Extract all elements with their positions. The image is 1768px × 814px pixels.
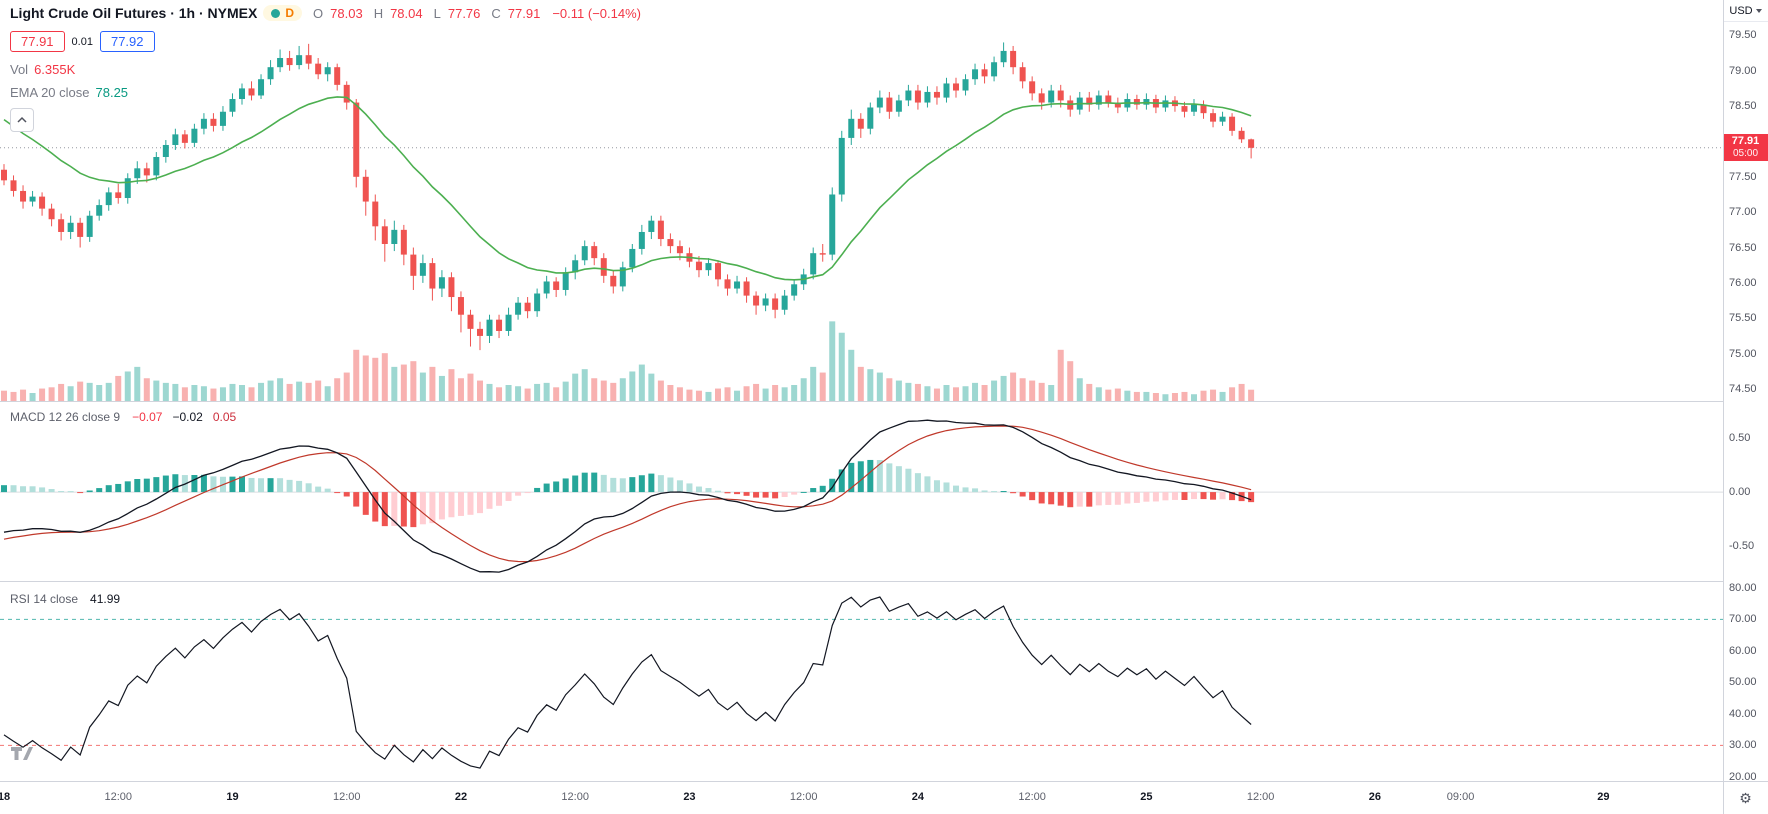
- ema-legend[interactable]: EMA 20 close 78.25: [10, 85, 128, 100]
- time-tick-label: 12:00: [104, 791, 132, 803]
- main-price-pane[interactable]: [0, 0, 1723, 401]
- symbol-title[interactable]: Light Crude Oil Futures · 1h · NYMEX: [10, 5, 258, 21]
- time-tick-label: 22: [454, 791, 468, 803]
- high-label: H: [373, 5, 384, 21]
- time-tick-label: 29: [1597, 791, 1610, 803]
- axis-tick-label: 0.00: [1729, 486, 1751, 499]
- pane-separator[interactable]: [0, 581, 1768, 582]
- bid-ask-row: 77.91 0.01 77.92: [10, 31, 155, 52]
- time-tick-label: 12:00: [789, 791, 818, 803]
- axis-tick-label: 74.50: [1729, 382, 1757, 395]
- delayed-letter: D: [285, 6, 295, 20]
- axis-tick-label: 50.00: [1729, 676, 1757, 689]
- last-price-badge: 77.91 05:00: [1723, 133, 1768, 161]
- tradingview-logo-icon: [11, 747, 33, 760]
- time-tick-label: 19: [226, 791, 239, 803]
- chart-settings-button[interactable]: ⚙: [1723, 782, 1768, 814]
- legend-collapse-button[interactable]: [10, 108, 34, 132]
- axis-tick-label: 75.50: [1729, 312, 1757, 325]
- rsi-label: RSI 14 close: [10, 592, 79, 606]
- axis-separator: [1723, 0, 1724, 814]
- time-tick-label: 24: [911, 791, 925, 803]
- time-tick-label: 25: [1140, 791, 1153, 803]
- sell-price-button[interactable]: 77.91: [10, 31, 65, 52]
- gear-icon: ⚙: [1739, 790, 1752, 806]
- high-value: 78.04: [390, 5, 423, 21]
- volume-value: 6.355K: [34, 62, 76, 77]
- macd-signal-value: 0.05: [212, 410, 237, 424]
- axis-tick-label: 79.00: [1729, 64, 1757, 77]
- time-axis[interactable]: ⚙ 18 12:00 19 12:00 22 12:00 23 12:00 24 12:00 25 1…: [0, 781, 1768, 814]
- macd-hist-value: −0.07: [132, 410, 163, 424]
- delayed-data-badge[interactable]: D: [263, 5, 303, 21]
- rsi-pane[interactable]: [0, 581, 1723, 781]
- open-label: O: [313, 5, 324, 21]
- low-value: 77.76: [447, 5, 481, 21]
- axis-tick-label: 78.50: [1729, 100, 1757, 113]
- axis-tick-label: 40.00: [1729, 707, 1757, 720]
- low-label: L: [433, 5, 441, 21]
- buy-price-button[interactable]: 77.92: [99, 31, 155, 52]
- time-tick-label: 12:00: [1018, 791, 1046, 803]
- pane-separator[interactable]: [0, 401, 1768, 402]
- price-axis[interactable]: USD 77.91 05:00 79.50 79.00 78.50 77.50 77.0…: [1723, 0, 1768, 814]
- open-value: 78.03: [330, 5, 363, 21]
- macd-label: MACD 12 26 close 9: [10, 410, 121, 424]
- axis-tick-label: 75.00: [1729, 347, 1757, 360]
- axis-tick-label: 60.00: [1729, 644, 1757, 657]
- time-tick-label: 23: [683, 791, 696, 803]
- macd-line-value: −0.02: [172, 410, 203, 424]
- close-value: 77.91: [507, 5, 541, 21]
- rsi-value: 41.99: [90, 592, 121, 606]
- change-value: −0.11 (−0.14%): [552, 5, 641, 21]
- volume-legend[interactable]: Vol 6.355K: [10, 62, 75, 77]
- ema-label: EMA 20 close: [10, 85, 90, 100]
- axis-tick-label: 76.50: [1729, 241, 1757, 254]
- chevron-down-icon: [1755, 8, 1762, 13]
- time-tick-label: 12:00: [1246, 791, 1275, 803]
- macd-pane[interactable]: [0, 401, 1723, 581]
- time-tick-label: 26: [1368, 791, 1381, 803]
- axis-tick-label: 0.50: [1729, 431, 1751, 444]
- axis-tick-label: 76.00: [1729, 276, 1757, 289]
- symbol-legend: Light Crude Oil Futures · 1h · NYMEX D O…: [10, 5, 641, 21]
- axis-tick-label: 79.50: [1729, 29, 1757, 42]
- bar-countdown: 05:00: [1732, 147, 1759, 159]
- time-tick-label: 12:00: [332, 791, 361, 803]
- axis-tick-label: 70.00: [1729, 613, 1757, 626]
- time-tick-label: 18: [0, 791, 11, 803]
- volume-label: Vol: [10, 62, 29, 77]
- time-tick-label: 12:00: [561, 791, 589, 803]
- tradingview-logo[interactable]: [8, 743, 36, 766]
- axis-tick-label: 77.00: [1729, 206, 1757, 219]
- axis-tick-label: 20.00: [1729, 770, 1757, 783]
- status-dot-icon: [271, 8, 281, 18]
- axis-tick-label: 77.50: [1729, 170, 1757, 183]
- ema-value: 78.25: [95, 85, 129, 100]
- last-price-value: 77.91: [1731, 134, 1760, 147]
- time-tick-label: 09:00: [1446, 791, 1475, 803]
- axis-tick-label: -0.50: [1729, 540, 1755, 553]
- close-label: C: [491, 5, 501, 21]
- axis-tick-label: 30.00: [1729, 739, 1757, 752]
- axis-tick-label: 80.00: [1729, 581, 1757, 594]
- rsi-legend[interactable]: RSI 14 close 41.99: [10, 592, 120, 606]
- spread-value: 0.01: [71, 35, 93, 48]
- currency-selector[interactable]: USD: [1723, 0, 1768, 22]
- currency-label: USD: [1729, 4, 1753, 17]
- chevron-up-icon: [17, 116, 27, 123]
- macd-legend[interactable]: MACD 12 26 close 9 −0.07 −0.02 0.05: [10, 410, 236, 424]
